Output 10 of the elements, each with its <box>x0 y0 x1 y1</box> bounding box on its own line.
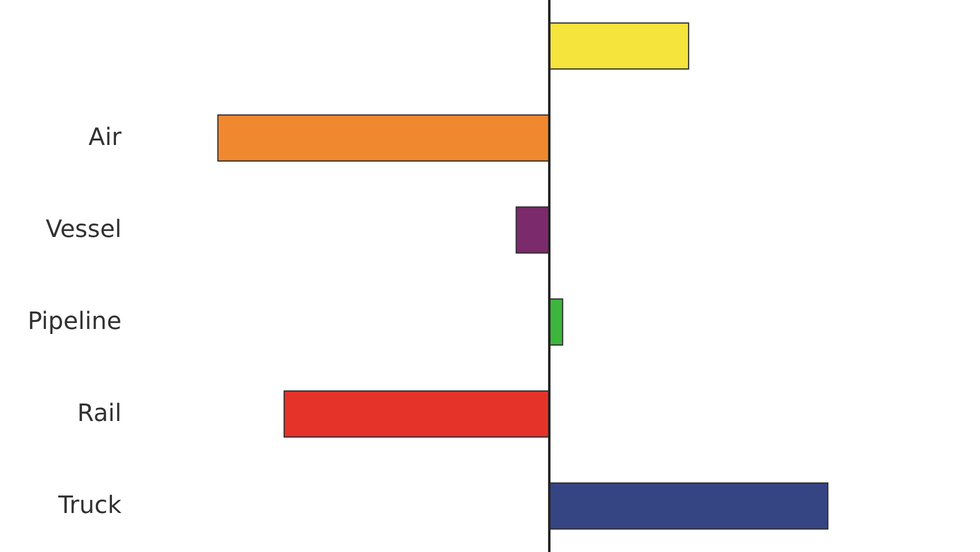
y-tick-label: Air <box>88 123 122 151</box>
y-tick-label: Pipeline <box>28 307 122 335</box>
bar <box>548 22 690 70</box>
bar <box>284 390 550 438</box>
y-tick-label: Truck <box>57 491 122 519</box>
y-tick-label: Vessel <box>46 215 122 243</box>
bar <box>516 206 550 254</box>
y-tick-label: Rail <box>77 399 122 427</box>
bar <box>548 482 828 530</box>
bar <box>217 114 550 162</box>
